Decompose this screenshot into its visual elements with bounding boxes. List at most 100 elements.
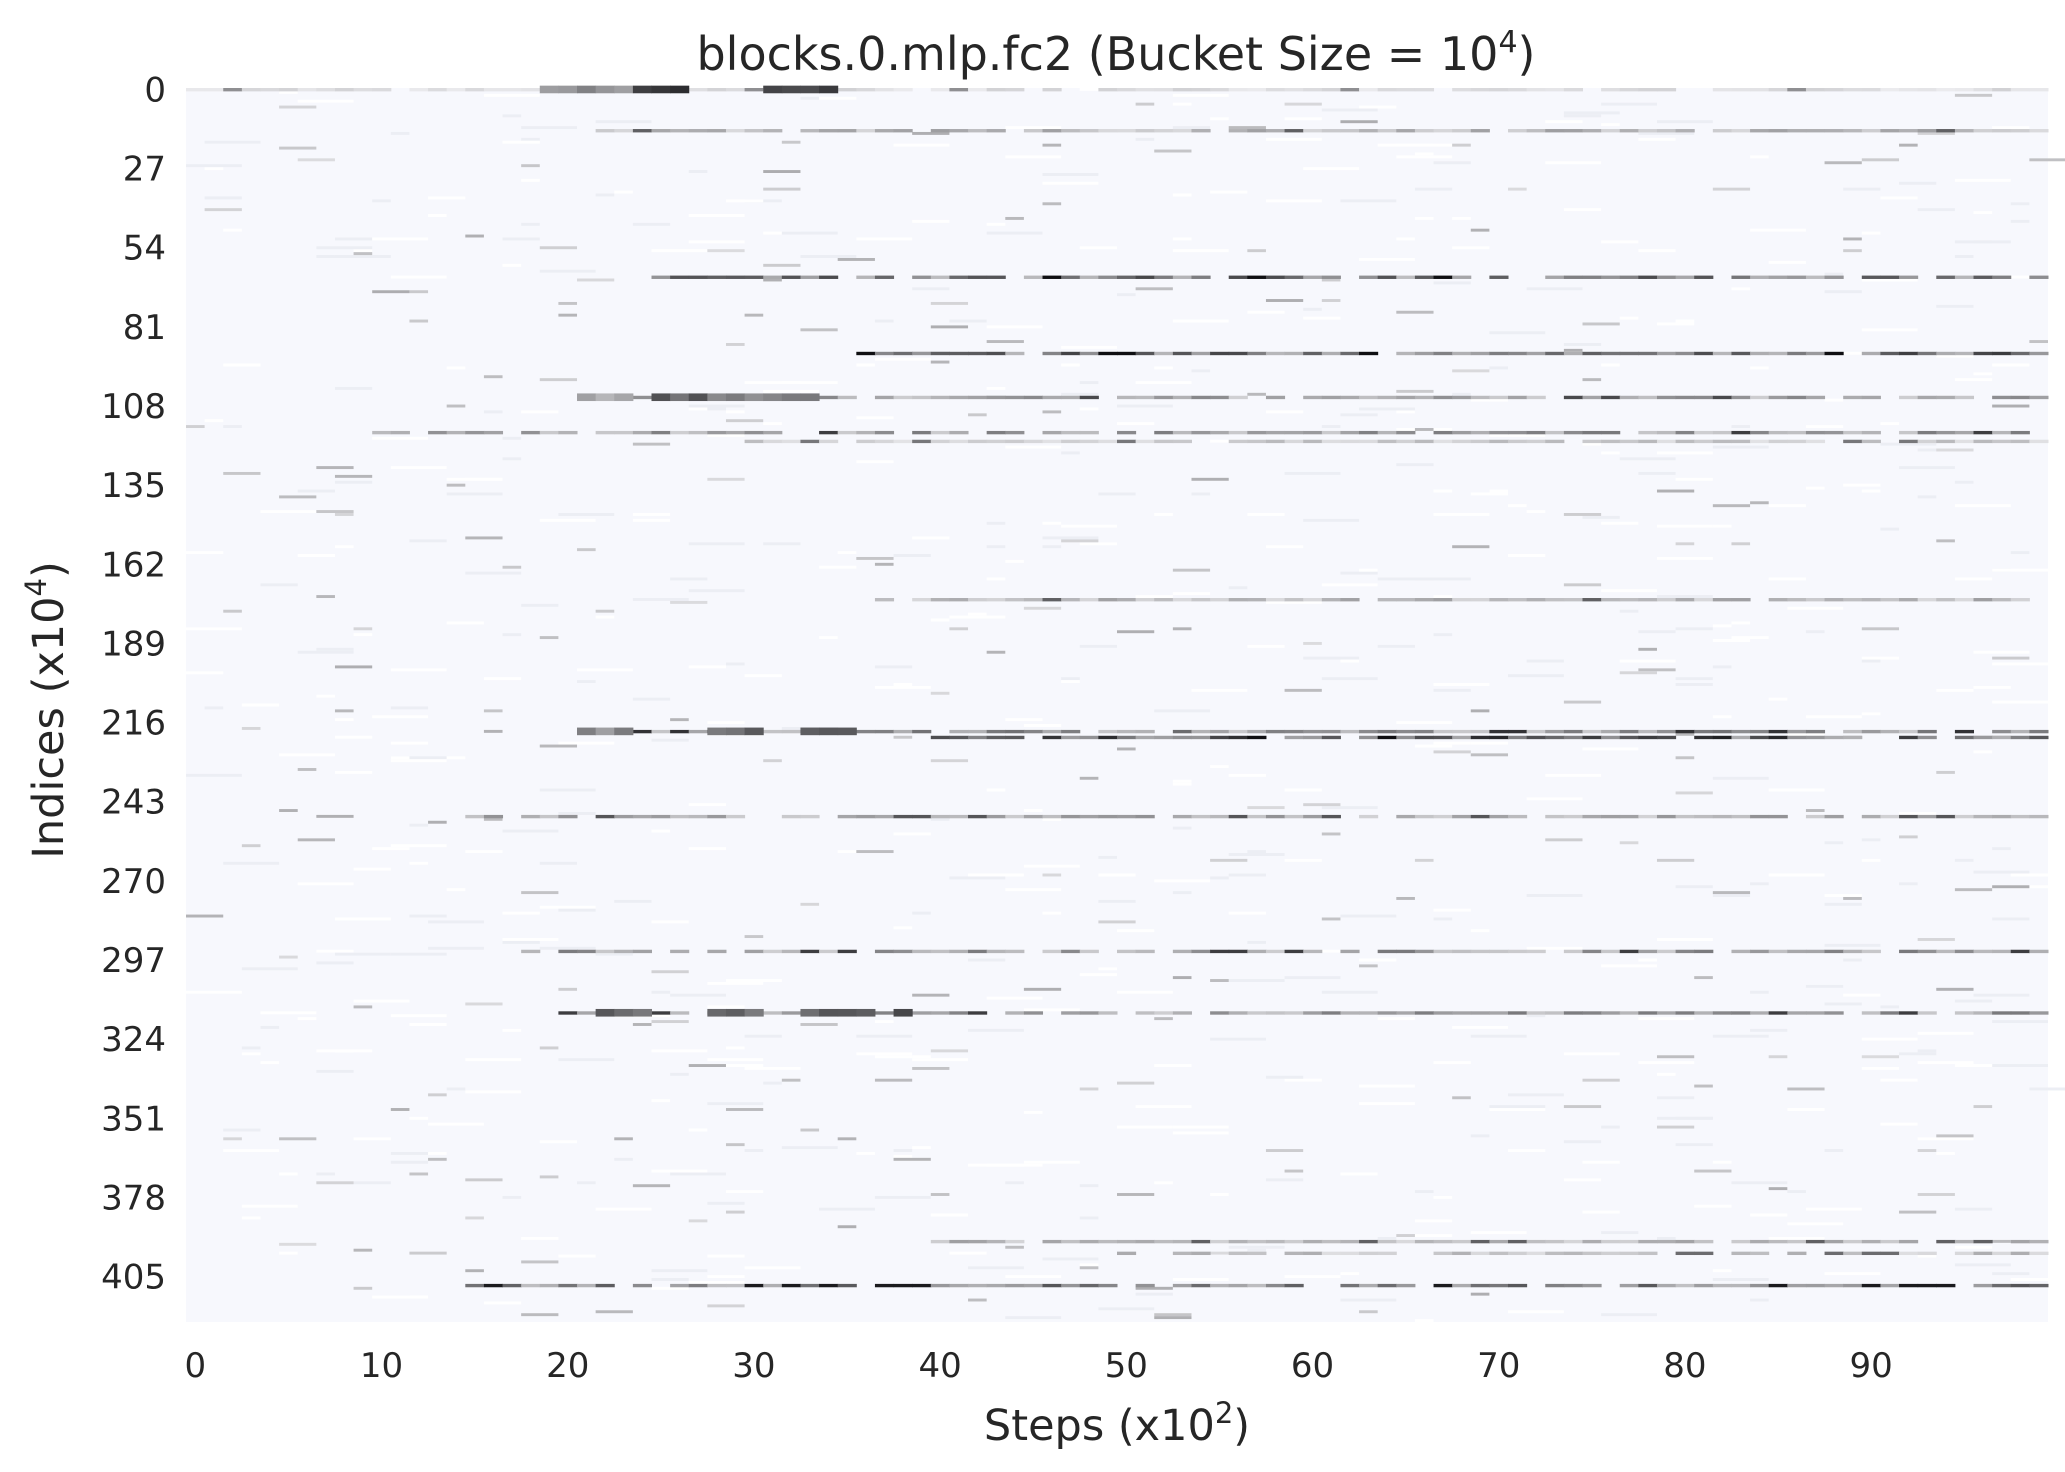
heatmap-grain-cell <box>912 219 950 223</box>
heatmap-cell <box>986 814 1006 819</box>
heatmap-cell <box>1098 351 1118 356</box>
heatmap-cell <box>856 729 876 734</box>
heatmap-cell <box>1117 630 1155 634</box>
heatmap-cell <box>1433 129 1453 133</box>
heatmap-cell <box>1712 430 1732 435</box>
heatmap-grain-cell <box>1321 677 1378 681</box>
heatmap-cell <box>1917 1149 1937 1152</box>
heatmap-grain-cell <box>1452 392 1471 396</box>
heatmap-grain-cell <box>874 1055 913 1059</box>
heatmap-grain-cell <box>1712 639 1751 642</box>
heatmap-cell <box>1936 439 1956 444</box>
heatmap-cell <box>1191 598 1211 602</box>
heatmap-grain-cell <box>1824 290 1862 294</box>
heatmap-cell <box>1805 395 1826 400</box>
heatmap-cell <box>1117 735 1137 740</box>
heatmap-cell <box>1452 369 1490 373</box>
heatmap-cell <box>1899 143 1918 147</box>
heatmap-cell <box>2010 439 2030 444</box>
heatmap-grain-cell <box>1042 521 1062 525</box>
heatmap-cell <box>1619 88 1639 92</box>
heatmap-cell <box>577 393 597 402</box>
heatmap-cell <box>1042 202 1062 206</box>
heatmap-cell <box>1917 395 1937 400</box>
heatmap-grain-cell <box>707 981 764 985</box>
heatmap-grain-cell <box>1526 894 1583 897</box>
heatmap-cell <box>1656 735 1677 740</box>
heatmap-cell <box>1545 430 1565 435</box>
heatmap-cell <box>1135 351 1155 356</box>
heatmap-cell <box>1694 351 1714 356</box>
heatmap-grain-cell <box>707 1064 764 1067</box>
heatmap-cell <box>1768 949 1788 954</box>
heatmap-cell <box>1005 1011 1025 1015</box>
heatmap-cell <box>725 419 764 423</box>
heatmap-cell <box>1917 1011 1937 1015</box>
heatmap-cell <box>1191 735 1211 740</box>
heatmap-cell <box>1712 504 1751 508</box>
heatmap-grain-cell <box>316 1172 335 1176</box>
heatmap-cell <box>1545 351 1565 356</box>
heatmap-cell <box>409 290 429 294</box>
heatmap-cell <box>1135 1286 1173 1290</box>
heatmap-grain-cell <box>1433 688 1471 692</box>
heatmap-grain-cell <box>1023 724 1062 727</box>
heatmap-grain-cell <box>949 1251 987 1255</box>
heatmap-cell <box>1210 858 1248 862</box>
heatmap-cell <box>1433 1011 1453 1015</box>
heatmap-cell <box>1303 949 1323 954</box>
heatmap-cell <box>1154 149 1192 153</box>
heatmap-cell <box>1210 395 1230 400</box>
heatmap-cell <box>1601 1251 1621 1256</box>
heatmap-cell <box>1303 1011 1323 1015</box>
heatmap-cell <box>781 814 801 819</box>
heatmap-grain-cell <box>1731 636 1769 640</box>
heatmap-cell <box>1396 430 1416 435</box>
heatmap-cell <box>1917 1283 1937 1288</box>
heatmap-cell <box>1154 275 1174 279</box>
heatmap-cell <box>1843 395 1863 400</box>
heatmap-cell <box>1452 351 1472 356</box>
heatmap-grain-cell <box>409 1023 447 1026</box>
heatmap-grain-cell <box>725 199 764 203</box>
heatmap-cell <box>1731 949 1751 954</box>
heatmap-cell <box>688 729 708 734</box>
heatmap-grain-cell <box>800 255 857 259</box>
heatmap-grain-cell <box>707 1201 745 1205</box>
heatmap-grain-cell <box>1805 425 1844 429</box>
heatmap-cell <box>595 1008 615 1017</box>
heatmap-grain-cell <box>372 1295 429 1299</box>
heatmap-cell <box>1489 735 1509 740</box>
heatmap-cell <box>1787 129 1807 133</box>
heatmap-grain-cell <box>2010 873 2048 877</box>
heatmap-cell <box>1284 1251 1304 1256</box>
heatmap-cell <box>1992 1011 2012 1015</box>
heatmap-cell <box>1414 129 1435 133</box>
heatmap-cell <box>1265 275 1286 279</box>
heatmap-grain-cell <box>707 1275 745 1279</box>
heatmap-cell <box>1805 1283 1826 1288</box>
heatmap-cell <box>856 430 876 435</box>
heatmap-grain-cell <box>1619 457 1676 461</box>
heatmap-cell <box>1079 1266 1099 1270</box>
heatmap-cell <box>1042 729 1062 734</box>
heatmap-cell <box>1265 439 1286 444</box>
heatmap-cell <box>1545 729 1565 734</box>
heatmap-grain-cell <box>241 1052 261 1056</box>
heatmap-cell <box>930 759 969 763</box>
heatmap-cell <box>1656 1283 1677 1288</box>
heatmap-cell <box>1340 1251 1360 1256</box>
heatmap-cell <box>1805 809 1825 812</box>
heatmap-grain-cell <box>186 773 242 777</box>
heatmap-cell <box>1265 395 1286 400</box>
heatmap-cell <box>1973 351 1993 356</box>
heatmap-cell <box>595 949 615 954</box>
heatmap-grain-cell <box>1061 345 1117 349</box>
heatmap-cell <box>409 1172 429 1176</box>
heatmap-cell <box>1731 430 1751 435</box>
heatmap-cell <box>1079 735 1099 740</box>
heatmap-cell <box>1712 1283 1732 1288</box>
heatmap-cell <box>912 131 950 135</box>
heatmap-cell <box>1433 395 1453 400</box>
heatmap-cell <box>912 993 950 997</box>
